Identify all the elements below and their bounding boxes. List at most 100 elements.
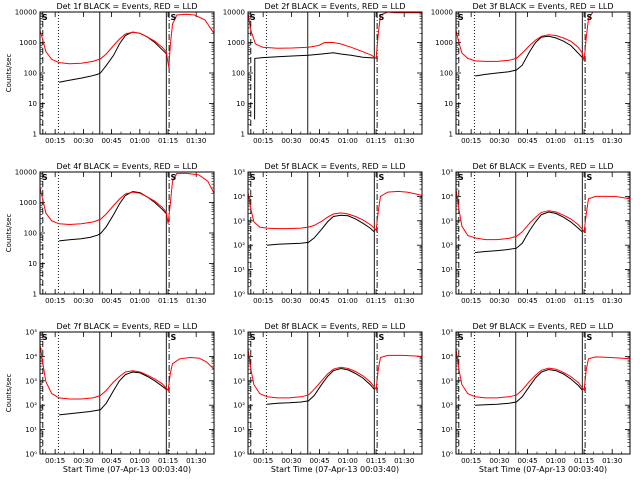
chart-6-xtick-label: 01:30 [602, 297, 622, 305]
chart-8-ytick-label: 10⁵ [233, 329, 245, 337]
chart-1-frame [39, 11, 215, 135]
chart-7-title: Det 7f BLACK = Events, RED = LLD [56, 322, 197, 331]
chart-1-marker: S [171, 13, 177, 22]
chart-7-marker: S [42, 333, 48, 342]
chart-1-series-events [59, 31, 167, 83]
chart-6-frame [455, 171, 631, 295]
chart-4-xtick-label: 01:00 [130, 297, 150, 305]
chart-7-xtick-label: 00:30 [73, 457, 93, 465]
chart-1-xtick-label: 01:30 [186, 137, 206, 145]
chart-6-xtick-label: 01:15 [574, 297, 594, 305]
chart-1-ytick-label: 10000 [15, 9, 37, 17]
chart-8-ytick-label: 10⁰ [233, 451, 245, 459]
chart-5-ytick-label: 10¹ [233, 266, 245, 274]
chart-9-frame [455, 331, 631, 455]
chart-9-ytick-label: 10⁴ [441, 353, 453, 361]
chart-2-title: Det 2f BLACK = Events, RED = LLD [264, 2, 405, 11]
chart-5-ytick-label: 10³ [233, 217, 245, 225]
chart-2-series-events [254, 52, 375, 120]
chart-7-frame [39, 331, 215, 455]
chart-4-series-events [59, 190, 167, 242]
chart-5: Det 5f BLACK = Events, RED = LLD 10⁰ 10¹ 10… [233, 162, 423, 305]
chart-9-marker: S [458, 333, 464, 342]
chart-4-xtick-label: 00:45 [101, 297, 121, 305]
chart-7-ytick-label: 10⁵ [25, 329, 37, 337]
chart-3-ytick-label: 100 [440, 70, 453, 78]
chart-5-xtick-label: 01:30 [394, 297, 414, 305]
chart-8: Det 8f BLACK = Events, RED = LLD Start Ti… [233, 322, 423, 474]
chart-8-xtick-label: 00:15 [253, 457, 273, 465]
chart-6-series-events [475, 211, 583, 253]
chart-8-marker: S [379, 333, 385, 342]
chart-4-title: Det 4f BLACK = Events, RED = LLD [56, 162, 197, 171]
chart-4-series-lld [40, 172, 214, 226]
chart-1-series-lld [40, 13, 214, 68]
chart-3-xtick-label: 01:30 [602, 137, 622, 145]
chart-2-ytick-label: 10 [236, 100, 245, 108]
chart-3-series-lld [456, 12, 630, 62]
chart-5-ytick-label: 10⁴ [233, 193, 245, 201]
chart-8-series-lld [248, 349, 422, 399]
chart-4-xtick-label: 00:30 [73, 297, 93, 305]
chart-2-ytick-label: 1 [241, 131, 245, 139]
chart-9-xtick-label: 00:45 [517, 457, 537, 465]
chart-5-xtick-label: 01:00 [338, 297, 358, 305]
chart-7-series-events [59, 371, 167, 416]
chart-2-xtick-label: 01:30 [394, 137, 414, 145]
chart-6: Det 6f BLACK = Events, RED = LLD 10⁰ 10¹ 10… [441, 162, 631, 305]
chart-2-marker: S [250, 13, 256, 22]
chart-8-title: Det 8f BLACK = Events, RED = LLD [264, 322, 405, 331]
chart-1-xtick-label: 01:15 [158, 137, 178, 145]
chart-3-xtick-label: 00:30 [489, 137, 509, 145]
chart-7-series-lld [40, 344, 214, 400]
chart-9-xtick-label: 01:00 [546, 457, 566, 465]
chart-6-xtick-label: 01:00 [546, 297, 566, 305]
chart-1-ylabel: Counts/sec [5, 54, 13, 93]
chart-4-xtick-label: 00:15 [45, 297, 65, 305]
chart-3-xtick-label: 00:15 [461, 137, 481, 145]
chart-8-ytick-label: 10⁴ [233, 353, 245, 361]
chart-8-series-events [267, 367, 375, 405]
chart-8-xtick-label: 01:15 [366, 457, 386, 465]
chart-3-marker: S [458, 13, 464, 22]
chart-1-ytick-label: 1000 [19, 39, 37, 47]
chart-3-xtick-label: 01:00 [546, 137, 566, 145]
chart-3-frame [455, 11, 631, 135]
chart-8-xtick-label: 00:30 [281, 457, 301, 465]
chart-8-ytick-label: 10¹ [233, 426, 245, 434]
chart-2: Det 2f BLACK = Events, RED = LLD 1 10 100 10… [223, 2, 423, 145]
chart-9-ytick-label: 10³ [441, 377, 453, 385]
chart-6-series-lld [456, 189, 630, 241]
chart-8-frame [247, 331, 423, 455]
chart-9-xtick-label: 00:30 [489, 457, 509, 465]
chart-9-ytick-label: 10² [441, 402, 453, 410]
chart-8-ytick-label: 10³ [233, 377, 245, 385]
chart-7-xtick-label: 01:30 [186, 457, 206, 465]
chart-4-ytick-label: 10000 [15, 169, 37, 177]
chart-6-title: Det 6f BLACK = Events, RED = LLD [472, 162, 613, 171]
chart-2-xtick-label: 00:30 [281, 137, 301, 145]
chart-6-ytick-label: 10¹ [441, 266, 453, 274]
chart-2-ytick-label: 100 [232, 70, 245, 78]
chart-5-ytick-label: 10⁰ [233, 291, 245, 299]
chart-7-ytick-label: 10⁴ [25, 353, 37, 361]
chart-4-ytick-label: 10 [28, 260, 37, 268]
chart-6-ytick-label: 10⁴ [441, 193, 453, 201]
chart-2-frame [247, 11, 423, 135]
chart-8-xtick-label: 01:00 [338, 457, 358, 465]
chart-5-xtick-label: 00:15 [253, 297, 273, 305]
chart-9-marker: S [587, 333, 593, 342]
chart-3-ytick-label: 1000 [435, 39, 453, 47]
chart-5-marker: S [250, 173, 256, 182]
chart-6-ytick-label: 10³ [441, 217, 453, 225]
chart-8-xtick-label: 00:45 [309, 457, 329, 465]
chart-5-title: Det 5f BLACK = Events, RED = LLD [264, 162, 405, 171]
chart-2-xtick-label: 01:00 [338, 137, 358, 145]
chart-6-marker: S [587, 173, 593, 182]
chart-4-xtick-label: 01:30 [186, 297, 206, 305]
chart-5-ytick-label: 10⁵ [233, 169, 245, 177]
chart-5-xtick-label: 00:30 [281, 297, 301, 305]
chart-4-marker: S [42, 173, 48, 182]
